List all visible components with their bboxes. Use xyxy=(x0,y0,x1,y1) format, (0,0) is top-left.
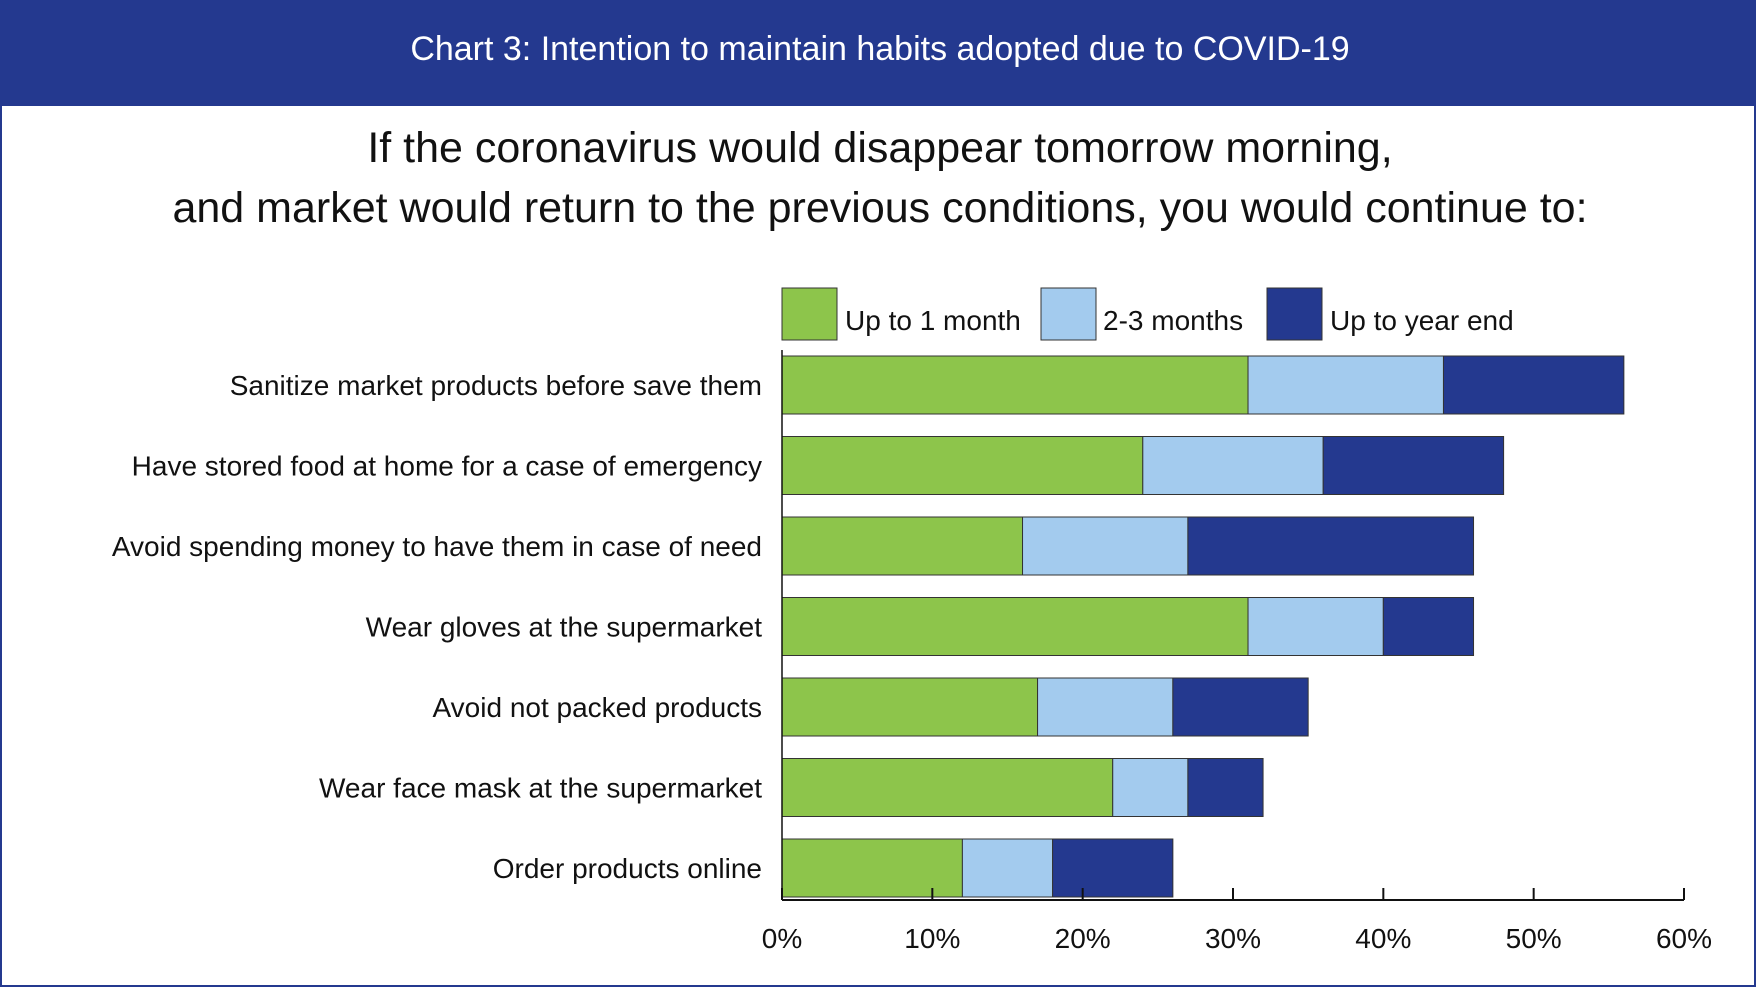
x-tick-label-3: 20% xyxy=(1055,923,1111,954)
bar-4-segment-3 xyxy=(1382,597,1475,656)
x-tick-label-7: 60% xyxy=(1656,923,1712,954)
bar-3-segment-3 xyxy=(1187,516,1475,576)
bar-4-segment-1 xyxy=(781,597,1249,656)
category-label-2: Have stored food at home for a case of e… xyxy=(132,451,762,482)
bar-5-segment-3 xyxy=(1172,677,1309,737)
legend-swatch-2 xyxy=(1040,287,1097,341)
x-tick-label-5: 40% xyxy=(1355,923,1411,954)
question-line-1: If the coronavirus would disappear tomor… xyxy=(367,124,1393,172)
legend-swatch-3 xyxy=(1266,287,1323,341)
legend-swatch-1 xyxy=(781,287,838,341)
category-label-7: Order products online xyxy=(493,853,762,884)
bar-2-segment-2 xyxy=(1142,436,1324,495)
category-label-5: Avoid not packed products xyxy=(433,692,762,723)
bar-1-segment-2 xyxy=(1247,355,1444,415)
x-tick-label-2: 10% xyxy=(904,923,960,954)
header-band xyxy=(2,2,1756,106)
chart-header-title: Chart 3: Intention to maintain habits ad… xyxy=(410,30,1350,68)
x-tick-label-6: 50% xyxy=(1506,923,1562,954)
bars xyxy=(781,355,1625,898)
legend: Up to 1 month 2-3 months Up to year end xyxy=(781,287,1514,341)
bar-2-segment-1 xyxy=(781,436,1144,495)
category-label-1: Sanitize market products before save the… xyxy=(230,370,762,401)
x-tick-label-1: 0% xyxy=(762,923,802,954)
x-tick-label-4: 30% xyxy=(1205,923,1261,954)
category-label-4: Wear gloves at the supermarket xyxy=(366,612,763,643)
question-line-2: and market would return to the previous … xyxy=(172,184,1588,232)
bar-7-segment-2 xyxy=(961,838,1054,898)
legend-label-2: 2-3 months xyxy=(1103,305,1243,336)
bar-6-segment-3 xyxy=(1187,758,1264,817)
bar-4-segment-2 xyxy=(1247,597,1384,656)
bar-1-segment-3 xyxy=(1442,355,1625,415)
bar-3-segment-2 xyxy=(1022,516,1189,576)
bar-2-segment-3 xyxy=(1322,436,1505,495)
bar-5-segment-2 xyxy=(1037,677,1174,737)
bar-7-segment-3 xyxy=(1052,838,1174,898)
bar-3-segment-1 xyxy=(781,516,1024,576)
legend-label-1: Up to 1 month xyxy=(845,305,1021,336)
category-label-6: Wear face mask at the supermarket xyxy=(319,773,762,804)
bar-6-segment-1 xyxy=(781,758,1114,817)
bar-1-segment-1 xyxy=(781,355,1249,415)
bar-5-segment-1 xyxy=(781,677,1039,737)
category-labels: Sanitize market products before save the… xyxy=(112,370,762,884)
bar-6-segment-2 xyxy=(1112,758,1189,817)
legend-label-3: Up to year end xyxy=(1330,305,1514,336)
x-axis: 0% 10% 20% 30% 40% 50% 60% xyxy=(762,350,1712,954)
bar-7-segment-1 xyxy=(781,838,963,898)
category-label-3: Avoid spending money to have them in cas… xyxy=(112,531,762,562)
